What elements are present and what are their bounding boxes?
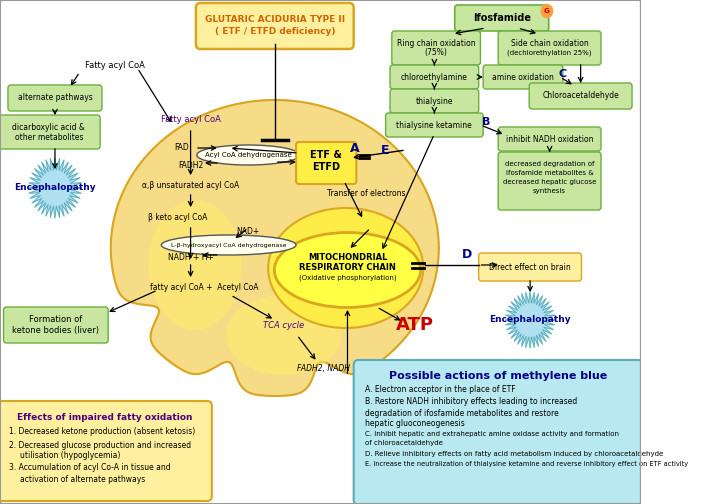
Text: (75%): (75%) xyxy=(424,48,448,57)
FancyBboxPatch shape xyxy=(529,83,632,109)
Text: Effects of impaired fatty oxidation: Effects of impaired fatty oxidation xyxy=(17,412,192,421)
Text: (Oxidative phosphorylation): (Oxidative phosphorylation) xyxy=(299,275,396,281)
Polygon shape xyxy=(111,100,439,396)
Text: B. Restore NADH inhibitory effects leading to increased: B. Restore NADH inhibitory effects leadi… xyxy=(365,398,578,407)
FancyBboxPatch shape xyxy=(296,142,356,184)
FancyBboxPatch shape xyxy=(392,31,481,65)
Text: Ring chain oxidation: Ring chain oxidation xyxy=(397,38,476,47)
Text: Side chain oxidation: Side chain oxidation xyxy=(510,38,589,47)
Text: fatty acyl CoA +  Acetyl CoA: fatty acyl CoA + Acetyl CoA xyxy=(150,283,258,291)
Text: 2. Decreased glucose production and increased: 2. Decreased glucose production and incr… xyxy=(9,440,191,450)
Text: GLUTARIC ACIDURIA TYPE II: GLUTARIC ACIDURIA TYPE II xyxy=(205,16,345,25)
FancyBboxPatch shape xyxy=(196,3,354,49)
Ellipse shape xyxy=(268,208,423,328)
Text: ETFD: ETFD xyxy=(312,162,341,172)
Text: of chloroacetaldehyde: of chloroacetaldehyde xyxy=(365,440,443,446)
FancyBboxPatch shape xyxy=(385,113,483,137)
Text: thialysine: thialysine xyxy=(416,96,453,105)
Text: ( ETF / ETFD deficiency): ( ETF / ETFD deficiency) xyxy=(215,28,335,36)
Text: Fatty acyl CoA: Fatty acyl CoA xyxy=(85,60,145,70)
Text: 1. Decreased ketone production (absent ketosis): 1. Decreased ketone production (absent k… xyxy=(9,427,195,436)
Text: RESPIRATORY CHAIN: RESPIRATORY CHAIN xyxy=(299,263,396,272)
Text: A. Electron acceptor in the place of ETF: A. Electron acceptor in the place of ETF xyxy=(365,386,515,395)
Text: α,β unsaturated acyl CoA: α,β unsaturated acyl CoA xyxy=(142,180,239,190)
Text: FADH2, NADH: FADH2, NADH xyxy=(297,363,350,372)
Text: NADH + H+: NADH + H+ xyxy=(168,253,213,262)
FancyBboxPatch shape xyxy=(0,401,212,501)
Polygon shape xyxy=(28,158,82,218)
Text: Direct effect on brain: Direct effect on brain xyxy=(489,263,571,272)
Text: A: A xyxy=(350,142,359,155)
Ellipse shape xyxy=(226,295,341,375)
Text: D: D xyxy=(462,248,472,262)
Text: MITOCHONDRIAL: MITOCHONDRIAL xyxy=(308,253,388,262)
Ellipse shape xyxy=(161,235,296,255)
Ellipse shape xyxy=(148,200,241,330)
FancyBboxPatch shape xyxy=(390,65,479,89)
Text: 3. Accumulation of acyl Co-A in tissue and: 3. Accumulation of acyl Co-A in tissue a… xyxy=(9,464,171,473)
Text: G: G xyxy=(544,8,549,14)
Text: inhibit NADH oxidation: inhibit NADH oxidation xyxy=(506,135,594,144)
Text: FAD: FAD xyxy=(174,144,189,153)
Text: (dechlorethylation 25%): (dechlorethylation 25%) xyxy=(508,50,592,56)
Polygon shape xyxy=(505,292,555,348)
Text: ifosfamide metabolites &: ifosfamide metabolites & xyxy=(505,170,594,176)
Text: utilisation (hypoglycemia): utilisation (hypoglycemia) xyxy=(20,452,120,461)
Text: B: B xyxy=(482,117,490,127)
FancyBboxPatch shape xyxy=(479,253,581,281)
FancyBboxPatch shape xyxy=(498,31,601,65)
Text: β keto acyl CoA: β keto acyl CoA xyxy=(147,213,207,221)
Text: Ifosfamide: Ifosfamide xyxy=(473,13,531,23)
Text: Chloroacetaldehyde: Chloroacetaldehyde xyxy=(542,92,619,100)
Text: FADH2: FADH2 xyxy=(178,161,203,170)
Text: synthesis: synthesis xyxy=(533,188,566,194)
Text: TCA cycle: TCA cycle xyxy=(263,321,304,330)
Text: E. Increase the neutralization of thialysine ketamine and reverse inhibitory eff: E. Increase the neutralization of thialy… xyxy=(365,461,688,467)
Text: activation of alternate pathways: activation of alternate pathways xyxy=(20,474,145,483)
Text: decreased hepatic glucose: decreased hepatic glucose xyxy=(503,179,596,185)
Text: ketone bodies (liver): ketone bodies (liver) xyxy=(12,326,99,335)
Text: ETF &: ETF & xyxy=(310,150,342,160)
Text: Encephalopathy: Encephalopathy xyxy=(14,183,95,193)
FancyBboxPatch shape xyxy=(498,127,601,151)
Text: E: E xyxy=(381,144,390,157)
Text: Acyl CoA dehydrogenase: Acyl CoA dehydrogenase xyxy=(205,152,291,158)
Text: thialysine ketamine: thialysine ketamine xyxy=(396,120,472,130)
Text: dicarboxylic acid &: dicarboxylic acid & xyxy=(12,122,85,132)
Text: alternate pathways: alternate pathways xyxy=(17,94,93,102)
Text: Possible actions of methylene blue: Possible actions of methylene blue xyxy=(389,371,607,381)
Ellipse shape xyxy=(197,145,299,165)
FancyBboxPatch shape xyxy=(498,152,601,210)
Text: chloroethylamine: chloroethylamine xyxy=(401,73,468,82)
Text: other metabolites: other metabolites xyxy=(14,133,83,142)
FancyBboxPatch shape xyxy=(390,89,479,113)
FancyBboxPatch shape xyxy=(483,65,563,89)
Text: Encephalopathy: Encephalopathy xyxy=(489,316,571,325)
FancyBboxPatch shape xyxy=(455,5,549,31)
Text: decreased degradation of: decreased degradation of xyxy=(505,161,594,167)
Ellipse shape xyxy=(274,232,421,307)
Circle shape xyxy=(542,5,552,18)
Text: Formation of: Formation of xyxy=(29,316,82,325)
FancyBboxPatch shape xyxy=(8,85,102,111)
Text: L-β-hydroxyacyl CoA dehydrogenase: L-β-hydroxyacyl CoA dehydrogenase xyxy=(171,242,286,247)
Text: NAD+: NAD+ xyxy=(236,227,260,236)
Text: Transfer of electrons: Transfer of electrons xyxy=(327,188,406,198)
FancyBboxPatch shape xyxy=(0,115,100,149)
Text: ATP: ATP xyxy=(396,316,434,334)
Text: C. Inhibit hepatic and extrahepatic amine oxidase activity and formation: C. Inhibit hepatic and extrahepatic amin… xyxy=(365,431,619,437)
Text: C: C xyxy=(559,69,567,79)
Text: Fatty acyl CoA: Fatty acyl CoA xyxy=(161,115,221,124)
Text: D. Relieve inhibitory effects on fatty acid metabolism induced by chloroacetalde: D. Relieve inhibitory effects on fatty a… xyxy=(365,451,664,457)
Text: hepatic gluoconeogenesis: hepatic gluoconeogenesis xyxy=(365,418,465,427)
FancyBboxPatch shape xyxy=(354,360,643,504)
Text: amine oxidation: amine oxidation xyxy=(492,73,554,82)
Text: degradation of ifosfamide metabolites and restore: degradation of ifosfamide metabolites an… xyxy=(365,409,559,417)
FancyBboxPatch shape xyxy=(4,307,108,343)
